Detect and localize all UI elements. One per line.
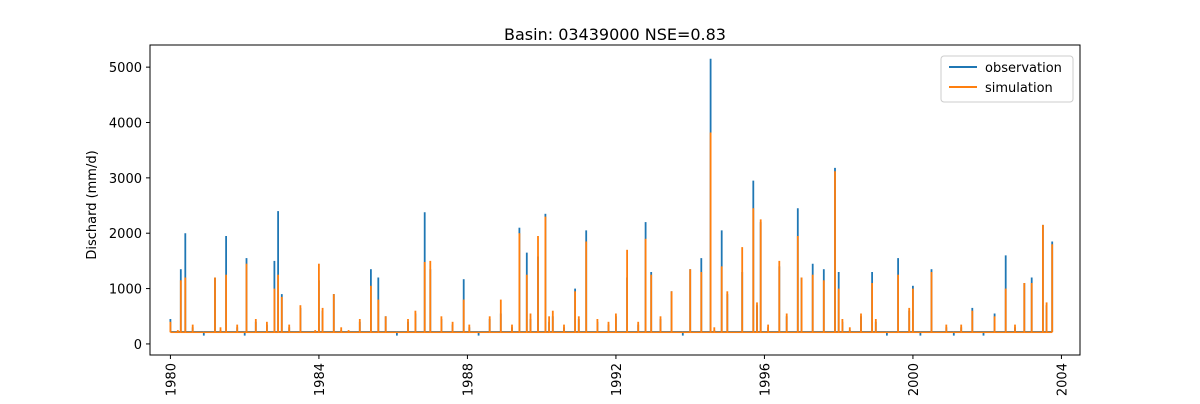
legend: observation simulation: [940, 55, 1074, 103]
axes-frame: [149, 44, 1081, 356]
legend-label-observation: observation: [985, 61, 1062, 76]
x-tick-label: 1996: [758, 363, 773, 396]
y-tick-label: 0: [134, 338, 142, 353]
x-tick-label: 1980: [164, 363, 179, 396]
x-tick-label: 1984: [313, 363, 328, 396]
y-tick-label: 5000: [109, 61, 142, 76]
plot-area: [169, 58, 1054, 336]
y-tick-label: 3000: [109, 172, 142, 187]
x-tick-label: 1988: [461, 363, 476, 396]
x-tick-label: 2000: [907, 363, 922, 396]
series-observation: [169, 58, 1054, 336]
axes: 0 1000 2000 3000 4000 5000 1980 1984 1988 1992 199…: [109, 44, 1081, 396]
y-axis-label: Dischard (mm/d): [85, 150, 100, 259]
y-tick-label: 4000: [109, 117, 142, 132]
x-tick-label: 2004: [1055, 363, 1070, 396]
x-tick-label: 1992: [610, 363, 625, 396]
chart-title: Basin: 03439000 NSE=0.83: [504, 25, 726, 44]
y-tick-label: 2000: [109, 227, 142, 242]
legend-label-simulation: simulation: [985, 81, 1053, 96]
y-tick-label: 1000: [109, 283, 142, 298]
series-simulation: [169, 132, 1054, 334]
